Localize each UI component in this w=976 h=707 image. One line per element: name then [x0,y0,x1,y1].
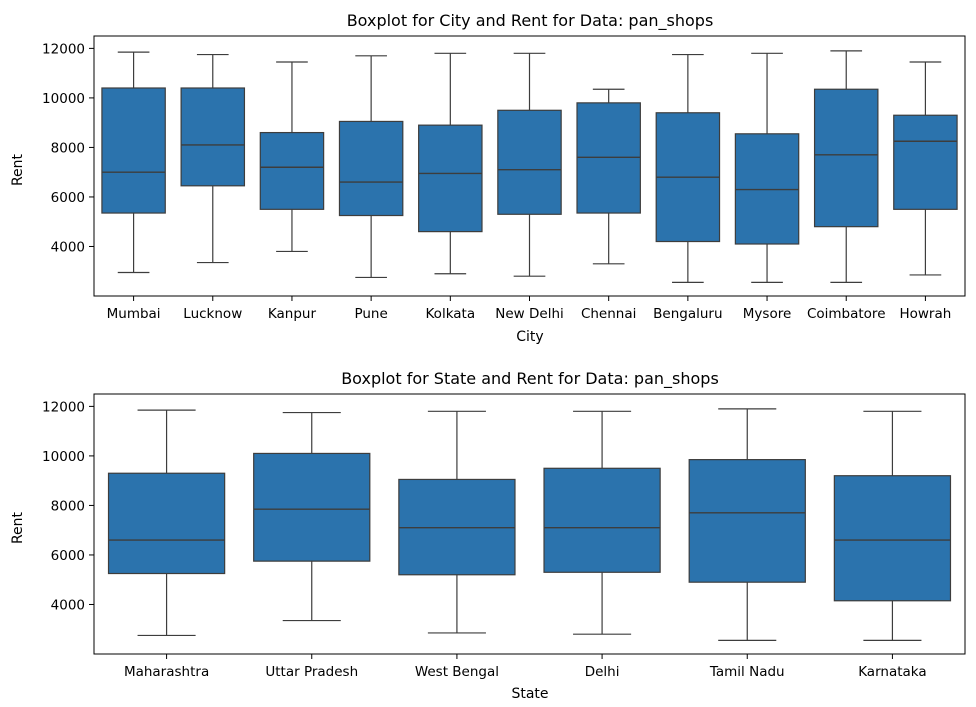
iqr-box [180,87,246,187]
city-x-tick-label: Coimbatore [807,306,886,322]
city-box-new-delhi [497,52,562,277]
city-box-chennai [576,88,641,265]
city-x-tick-label: Howrah [899,306,951,322]
city-x-tick-label: Bengaluru [653,306,722,322]
city-box-coimbatore [813,50,879,283]
city-x-tick-label: Pune [354,306,387,322]
city-box-kanpur [259,61,325,253]
city-y-tick-label: 12000 [42,41,85,57]
state-x-axis-label: State [511,686,548,702]
city-box-howrah [893,61,958,276]
iqr-box [253,452,371,562]
state-box-delhi [543,410,661,635]
state-box-maharashtra [107,409,226,637]
city-y-tick-label: 6000 [51,190,85,206]
state-plot-frame [93,393,966,655]
state-y-tick-label: 8000 [51,498,85,514]
iqr-box [497,109,562,215]
city-x-tick-label: Mysore [743,306,792,322]
city-y-tick-label: 8000 [51,140,85,156]
city-x-axis-label: City [516,329,543,345]
city-plot-marks: 4000 6000 8000 10000 12000 Mumbai Lucknow Kanpu… [42,41,958,322]
city-x-tick-label: New Delhi [495,306,564,322]
iqr-box [101,87,166,214]
state-x-tick-label: Tamil Nadu [709,664,785,680]
state-box-karnataka [833,410,952,641]
state-y-tick-label: 10000 [42,449,85,465]
city-chart-title: Boxplot for City and Rent for Data: pan_… [347,11,714,31]
state-y-tick-label: 4000 [51,597,85,613]
city-box-bengaluru [655,53,721,283]
state-x-tick-label: Maharashtra [124,664,209,680]
state-plot-marks: 4000 6000 8000 10000 12000 Maharashtra Uttar P… [42,399,952,680]
city-x-tick-label: Kolkata [426,306,476,322]
city-x-tick-label: Mumbai [107,306,161,322]
city-plot-frame [93,35,966,297]
city-box-kolkata [418,52,483,275]
state-x-tick-label: Uttar Pradesh [265,664,358,680]
city-box-mumbai [101,51,166,274]
state-x-tick-label: West Bengal [415,664,499,680]
iqr-box [107,472,226,575]
iqr-box [688,459,806,583]
iqr-box [259,131,325,210]
iqr-box [338,120,404,217]
city-y-axis-label: Rent [10,153,26,186]
state-box-west-bengal [398,410,516,634]
state-box-tamil-nadu [688,408,806,641]
state-box-uttar-pradesh [253,411,371,622]
iqr-box [833,475,952,602]
iqr-box [543,467,661,573]
state-x-tick-label: Karnataka [858,664,926,680]
state-x-tick-label: Delhi [585,664,620,680]
city-box-mysore [734,52,800,283]
state-chart-title: Boxplot for State and Rent for Data: pan… [341,369,719,389]
city-box-lucknow [180,53,246,264]
city-rent-boxplot-panel: Boxplot for City and Rent for Data: pan_… [10,11,966,345]
state-rent-boxplot-panel: Boxplot for State and Rent for Data: pan… [10,369,966,702]
iqr-box [418,124,483,233]
iqr-box [813,88,879,228]
state-y-axis-label: Rent [10,511,26,544]
state-y-tick-label: 6000 [51,548,85,564]
city-box-pune [338,55,404,279]
state-y-tick-label: 12000 [42,399,85,415]
city-x-tick-label: Lucknow [183,306,242,322]
city-y-tick-label: 10000 [42,91,85,107]
city-x-tick-label: Chennai [581,306,636,322]
city-x-tick-label: Kanpur [268,306,317,322]
iqr-box [893,114,958,210]
city-y-tick-label: 4000 [51,239,85,255]
